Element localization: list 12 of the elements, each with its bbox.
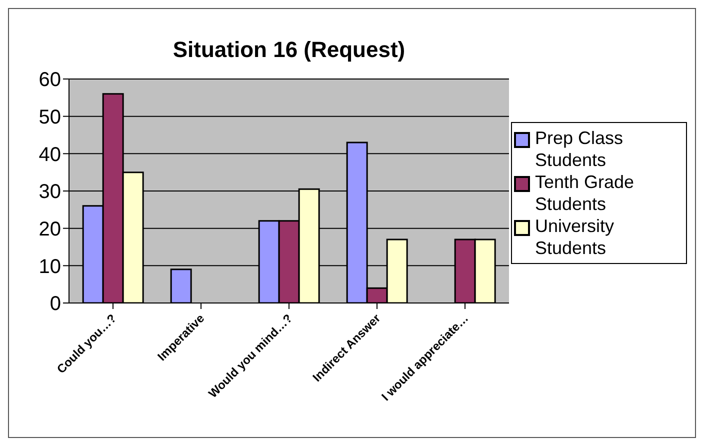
y-tick-label: 10 bbox=[38, 256, 61, 278]
y-tick-label: 40 bbox=[38, 144, 61, 166]
y-tick-label: 30 bbox=[38, 181, 61, 204]
y-tick-label: 60 bbox=[38, 69, 61, 92]
chart-title: Situation 16 (Request) bbox=[172, 37, 406, 63]
legend-label: Tenth Grade Students bbox=[535, 171, 636, 215]
legend-label: University Students bbox=[535, 215, 616, 259]
bar bbox=[170, 268, 192, 303]
y-tick-label: 20 bbox=[38, 218, 61, 240]
y-tick-label: 50 bbox=[38, 106, 61, 128]
legend-label: Prep Class Students bbox=[535, 127, 624, 171]
y-tick-label: 0 bbox=[50, 293, 61, 316]
